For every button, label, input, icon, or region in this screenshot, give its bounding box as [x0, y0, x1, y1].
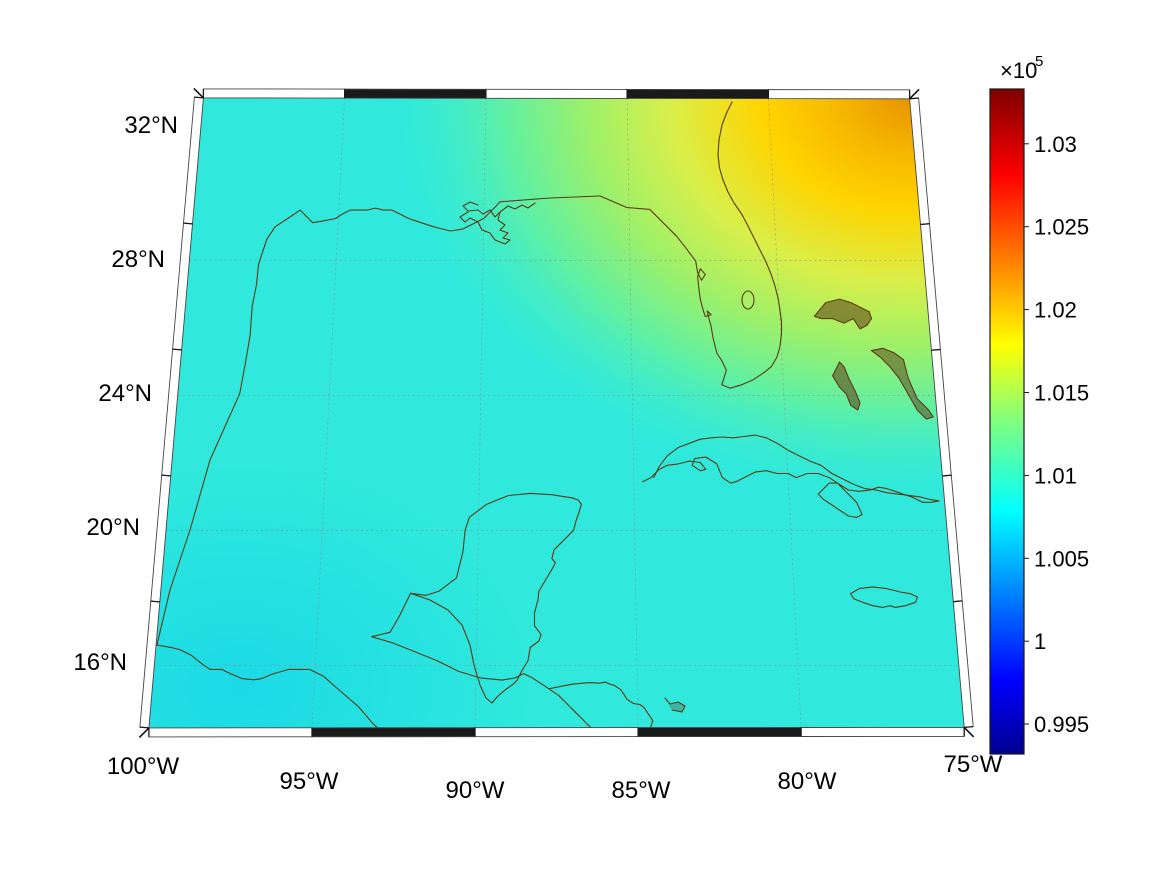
svg-text:1.025: 1.025: [1034, 215, 1089, 240]
svg-text:×10: ×10: [1000, 58, 1037, 83]
svg-text:28°N: 28°N: [111, 246, 165, 273]
svg-text:1.03: 1.03: [1034, 132, 1077, 157]
svg-text:1.005: 1.005: [1034, 546, 1089, 571]
svg-text:0.995: 0.995: [1034, 712, 1089, 737]
svg-text:32°N: 32°N: [124, 112, 178, 139]
svg-text:1.01: 1.01: [1034, 463, 1077, 488]
svg-text:90°W: 90°W: [446, 777, 505, 804]
svg-text:80°W: 80°W: [778, 768, 837, 795]
svg-text:75°W: 75°W: [944, 751, 1003, 778]
svg-text:24°N: 24°N: [98, 380, 152, 407]
svg-text:85°W: 85°W: [612, 777, 671, 804]
svg-text:16°N: 16°N: [73, 649, 127, 676]
svg-text:1.015: 1.015: [1034, 381, 1089, 406]
svg-text:5: 5: [1035, 53, 1043, 70]
svg-text:1.02: 1.02: [1034, 298, 1077, 323]
svg-text:20°N: 20°N: [86, 514, 140, 541]
svg-text:100°W: 100°W: [107, 753, 180, 780]
svg-text:1: 1: [1034, 629, 1046, 654]
svg-text:95°W: 95°W: [280, 768, 339, 795]
